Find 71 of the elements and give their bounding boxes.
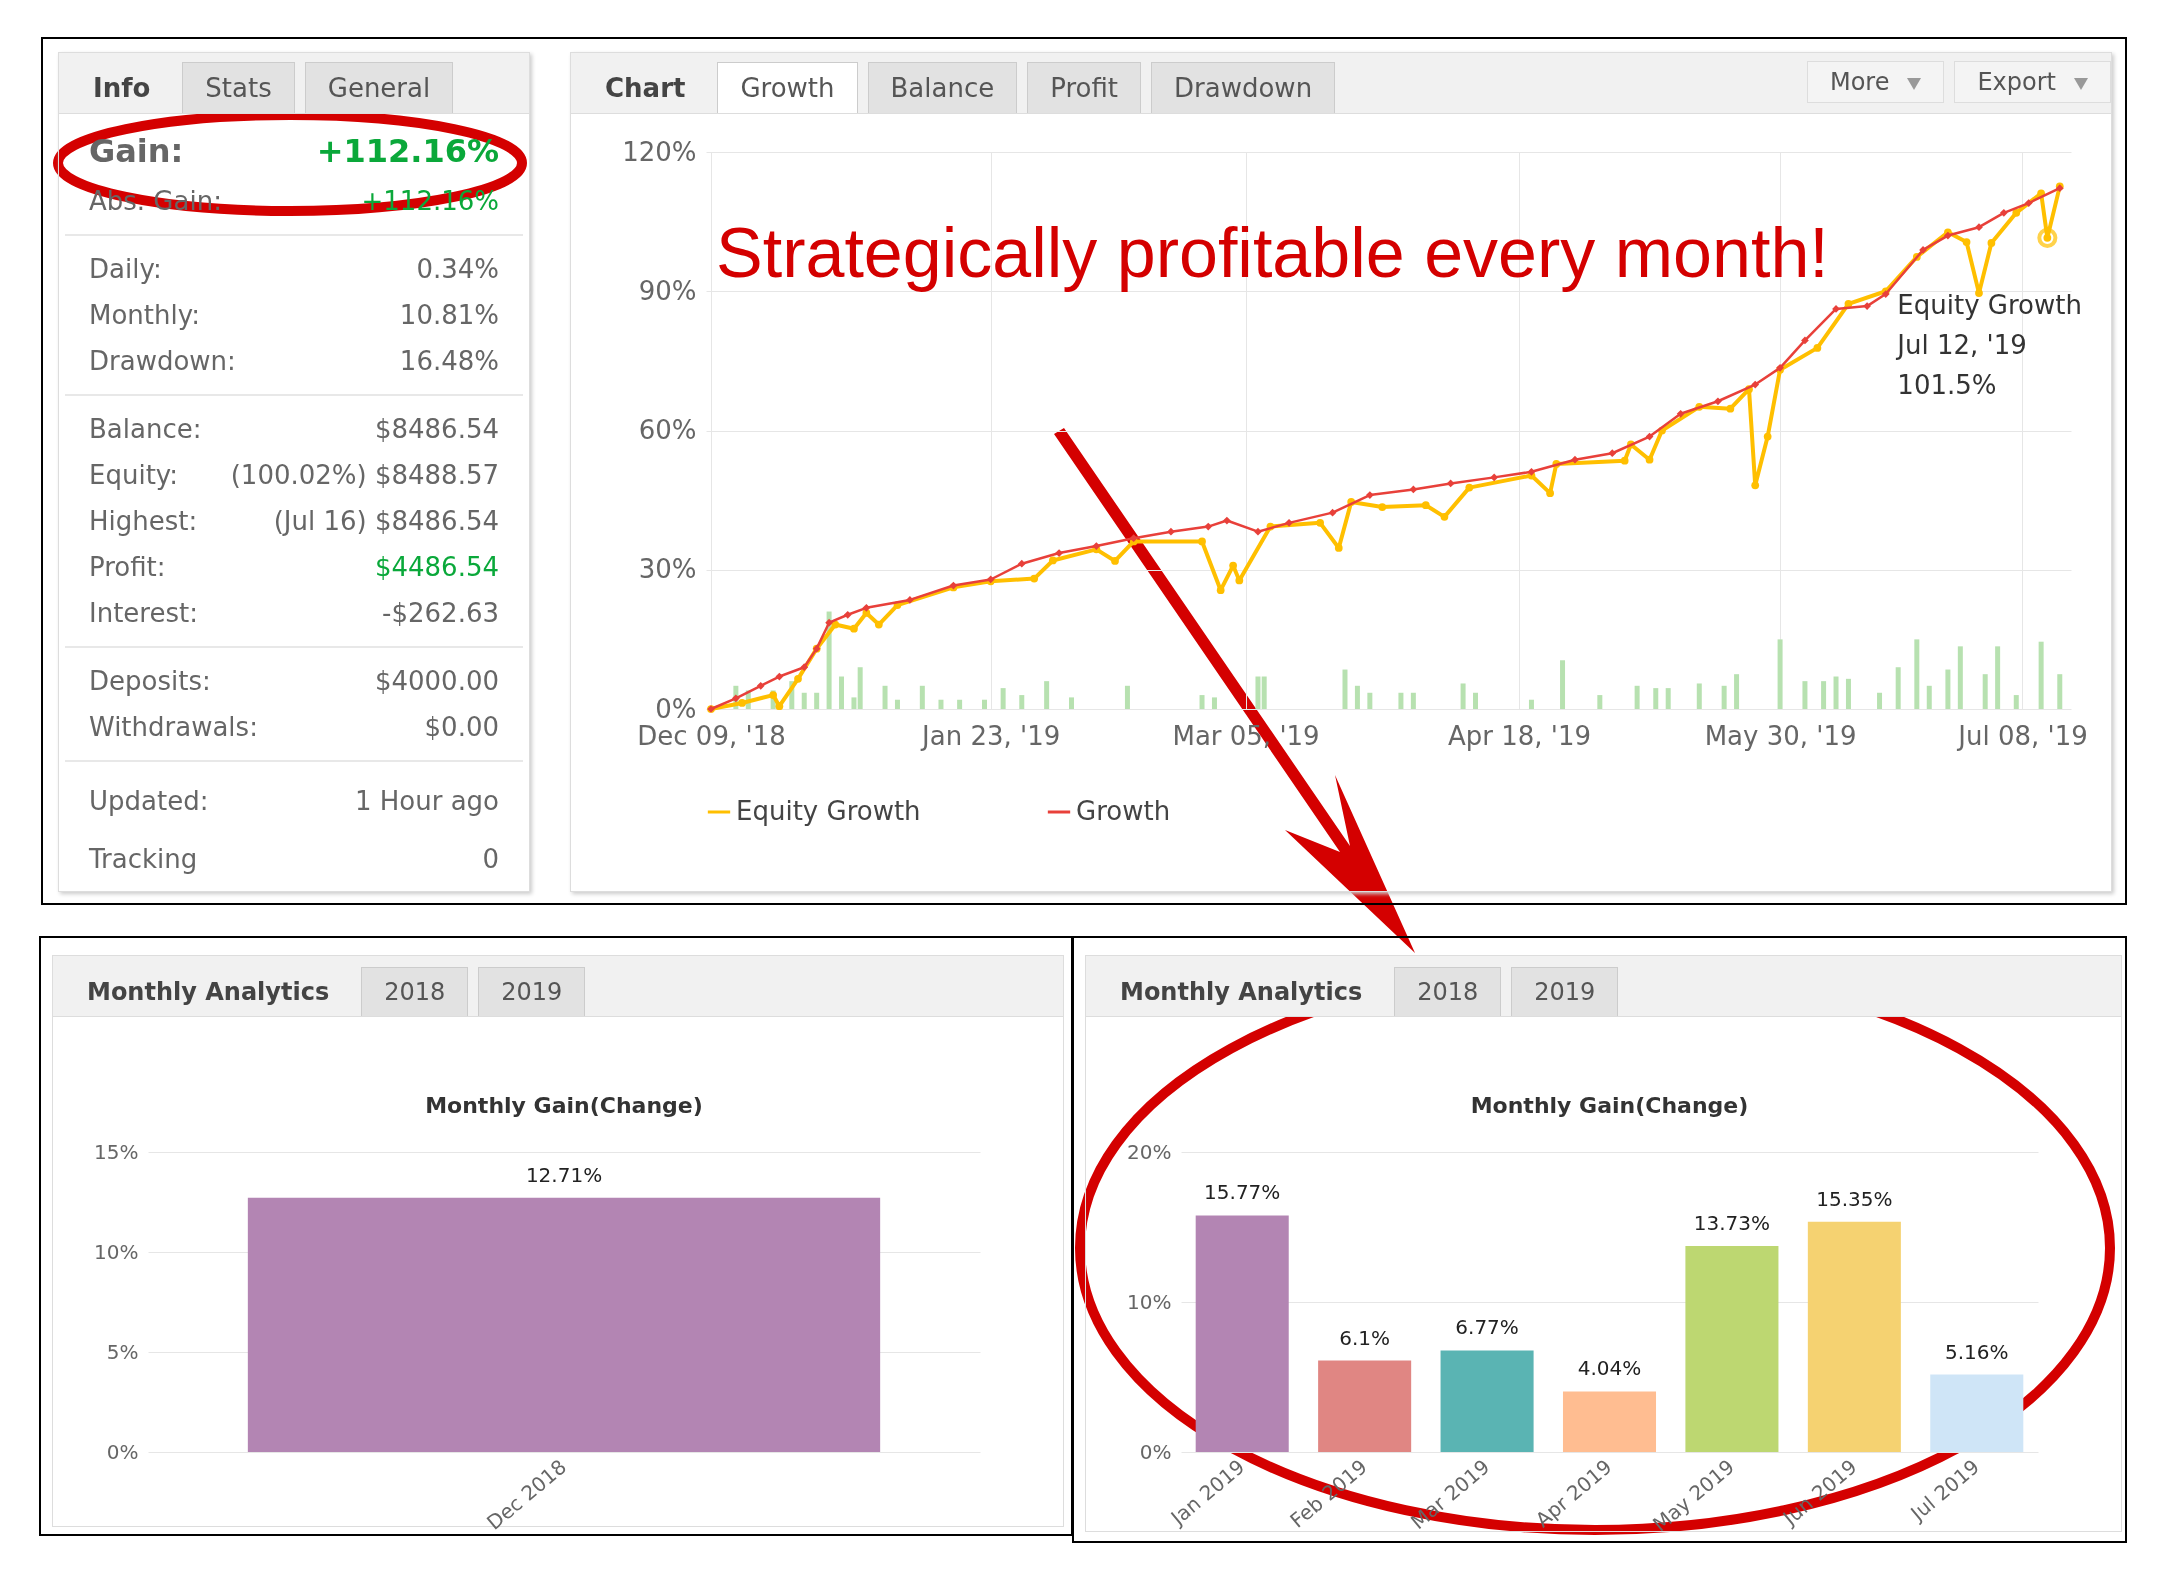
text: -$262.63	[382, 598, 499, 628]
text: (100.02%) $8488.57	[230, 460, 499, 490]
text: Gain:	[89, 132, 184, 170]
y-tick-label: 0%	[1139, 1439, 1172, 1464]
text: Info	[92, 72, 152, 105]
chart-title: Monthly Gain(Change)	[425, 1093, 703, 1118]
data-label: 4.04%	[1577, 1356, 1642, 1381]
data-label: 13.73%	[1693, 1211, 1771, 1236]
text: Daily:	[89, 254, 162, 284]
text: Profit	[1027, 62, 1142, 113]
y-tick-label: 15%	[94, 1139, 139, 1164]
text: Withdrawals:	[89, 712, 258, 742]
text: 10.81%	[399, 300, 499, 330]
x-tick-label: Jan 23, '19	[920, 720, 1061, 751]
text: More	[1829, 68, 1890, 96]
text: Drawdown	[1151, 62, 1336, 113]
y-tick-label: 10%	[94, 1239, 139, 1264]
annotation: Strategically profitable every month!	[716, 213, 1829, 293]
text: Monthly:	[89, 300, 200, 330]
text: $0.00	[424, 712, 499, 742]
text: Profit:	[89, 552, 166, 582]
text: +112.16%	[316, 132, 499, 170]
data-label: 12.71%	[525, 1162, 603, 1187]
chart-title: Monthly Gain(Change)	[1470, 1093, 1749, 1118]
y-tick-label: 5%	[106, 1339, 139, 1364]
text: 2019	[478, 967, 586, 1016]
text: Updated:	[89, 786, 209, 816]
text: Equity:	[89, 460, 179, 490]
text: Balance:	[89, 414, 202, 444]
y-tick-label: 10%	[1127, 1289, 1172, 1314]
text: 2018	[361, 967, 469, 1016]
text: $4486.54	[374, 552, 499, 582]
text: 1 Hour ago	[354, 786, 499, 816]
x-tick-label: Jul 08, '19	[1956, 720, 2088, 751]
text: Monthly Analytics	[1119, 977, 1364, 1008]
text: Deposits:	[89, 666, 211, 696]
text: 2019	[1511, 967, 1619, 1016]
text: Chart	[604, 72, 687, 105]
text: 16.48%	[399, 346, 499, 376]
text: Interest:	[89, 598, 198, 628]
data-label: 15.35%	[1816, 1186, 1893, 1211]
text: Stats	[182, 62, 295, 113]
text: 0	[482, 844, 499, 874]
text: 2018	[1394, 967, 1502, 1016]
text: Export	[1977, 68, 2056, 96]
text: Tracking	[89, 844, 198, 874]
data-label: 6.77%	[1455, 1315, 1519, 1340]
text: Growth	[717, 62, 858, 113]
text: Highest:	[89, 506, 198, 536]
x-tick-label: May 30, '19	[1704, 720, 1857, 751]
y-tick-label: 0%	[106, 1439, 139, 1464]
text: Monthly Analytics	[86, 977, 331, 1008]
text: $4000.00	[374, 666, 499, 696]
data-label: 6.1%	[1339, 1325, 1391, 1350]
y-tick-label: 30%	[638, 554, 697, 585]
x-tick-label: Apr 18, '19	[1447, 720, 1592, 751]
data-label: 5.16%	[1945, 1339, 2009, 1364]
text: Balance	[867, 62, 1018, 113]
y-tick-label: 120%	[622, 136, 697, 167]
y-tick-label: 60%	[638, 415, 697, 445]
text: 0.34%	[416, 254, 499, 284]
text: Drawdown:	[89, 346, 236, 376]
text: $8486.54	[374, 414, 499, 444]
annotation: Equity Growth Jul 12, '19 101.5%	[1895, 289, 2082, 400]
y-tick-label: 20%	[1127, 1139, 1172, 1164]
y-tick-label: 90%	[638, 275, 697, 306]
legend-label: Growth	[1076, 796, 1171, 826]
legend-label: Equity Growth	[736, 796, 921, 826]
text: (Jul 16) $8486.54	[273, 506, 499, 536]
text: General	[304, 62, 454, 113]
data-label: 15.77%	[1204, 1180, 1281, 1205]
